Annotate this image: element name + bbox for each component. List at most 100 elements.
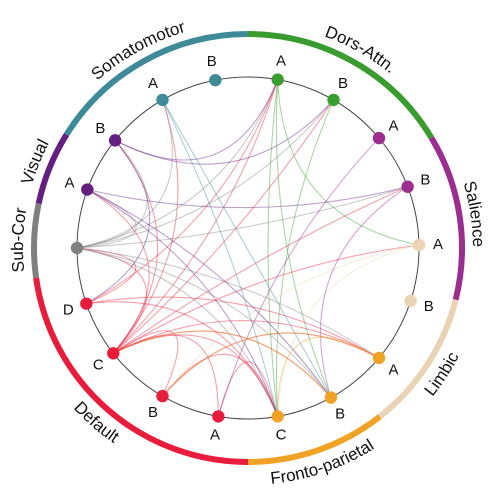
network-label-text-default: Default [70, 398, 122, 447]
edge-sub-fp-a [76, 247, 380, 359]
edge-fp-b-dmn-c [113, 330, 332, 398]
node-dan-a [271, 73, 284, 86]
edge-sal-b-fp-b [320, 186, 408, 398]
node-label-dmn-b: B [148, 404, 158, 421]
edge-sub-vis-a [76, 189, 137, 249]
node-label-fp-b: B [335, 406, 345, 423]
edge-vis-b-dan-b [114, 99, 334, 165]
edge-sub-fp-b [76, 247, 332, 398]
node-som-a [156, 93, 169, 107]
network-label-sub-cor: Sub-Cor [8, 206, 30, 273]
edge-dmn-c-som-a [112, 99, 179, 354]
node-sal-a [372, 131, 386, 145]
ring-segment-salience [428, 136, 465, 301]
edge-lim-a-fp-c [277, 244, 420, 417]
edge-dmn-d-fp-a [86, 296, 380, 359]
edge-dmn-c-sal-b [112, 186, 408, 354]
edge-sub-dan-a [76, 79, 279, 249]
edge-sal-a-dmn-a [217, 137, 380, 417]
node-label-sal-b: B [420, 171, 430, 188]
edge-dmn-c-dmn-b [112, 330, 179, 397]
inner-circle [76, 76, 420, 420]
node-label-som-a: A [148, 75, 158, 92]
edge-sub-dan-b [76, 99, 334, 249]
edge-sub-sal-b [76, 186, 408, 249]
node-markers [70, 73, 426, 423]
edge-dmn-c-fp-a [113, 320, 380, 359]
node-label-lim-b: B [424, 298, 434, 315]
node-label-dmn-d: D [63, 301, 74, 318]
edge-dmn-c-vis-b [112, 140, 159, 354]
node-dmn-d [80, 297, 93, 310]
edge-sub-fp-c [76, 247, 279, 417]
edge-som-a-fp-c [162, 99, 279, 417]
edge-dmn-d-sub [76, 247, 137, 305]
edge-vis-a-fp-b [87, 189, 332, 398]
network-label-limbic: Limbic [421, 348, 463, 399]
edge-dmn-d-dan-a [86, 79, 279, 305]
node-labels: A B A B A B A B A B C A B C D A B [63, 52, 443, 443]
edge-dmn-c-dmn-a [112, 334, 219, 417]
node-label-sal-a: A [389, 117, 399, 134]
edge-dmn-c-lim-a [112, 244, 420, 354]
node-label-dan-a: A [276, 52, 286, 69]
ring-segment-fronto-parietal [247, 414, 382, 465]
node-label-dmn-c: C [93, 356, 104, 373]
edge-dan-a-fp-b [275, 79, 332, 398]
edge-sub-som-a [76, 99, 173, 249]
edge-vis-a-fp-c [87, 189, 279, 417]
network-label-default: Default [70, 398, 122, 447]
edge-vis-b-dan-a [114, 79, 279, 161]
ring-segment-visual [35, 133, 70, 205]
edge-lim-a-dmn-b [162, 244, 420, 397]
node-lim-b [404, 294, 417, 308]
ring-segment-limbic [377, 299, 459, 419]
edge-dmn-c-fp-b [113, 330, 332, 398]
network-label-text-limbic: Limbic [421, 348, 463, 399]
edge-dmn-c-vis-a [87, 189, 150, 354]
edge-dan-a-fp-c [267, 79, 279, 417]
node-fp-a [372, 351, 386, 365]
edge-sub-vis-b [76, 140, 148, 249]
node-dmn-a [212, 410, 225, 423]
node-label-som-b: B [207, 53, 217, 70]
node-vis-a [81, 183, 94, 196]
node-label-fp-a: A [389, 362, 399, 379]
ring-segment-dors-attn [247, 31, 435, 140]
edge-vis-a-sal-b [87, 186, 408, 209]
node-label-fp-c: C [276, 427, 287, 444]
node-fp-b [324, 391, 338, 404]
node-fp-c [271, 410, 284, 423]
ring-segment-default [33, 277, 249, 465]
node-label-dan-b: B [338, 75, 348, 92]
edge-dmn-b-fp-a [162, 332, 380, 397]
edge-dmn-c-dan-a [112, 79, 279, 354]
node-label-lim-a: A [433, 236, 443, 253]
node-label-vis-a: A [64, 175, 74, 192]
edge-fp-a-fp-c [277, 336, 380, 417]
node-dan-b [327, 93, 340, 107]
ring-segment-somatomotor [63, 31, 249, 137]
connection-edges [76, 79, 420, 417]
edge-dmn-d-fp-c [86, 301, 279, 417]
ring-segment-sub-cor [31, 202, 42, 279]
node-som-b [209, 73, 222, 87]
node-label-dmn-a: A [210, 427, 220, 444]
edge-dmn-c-sub [76, 247, 147, 354]
node-sub [70, 241, 84, 255]
edge-dmn-c-fp-c [113, 334, 279, 417]
node-dmn-b [156, 389, 169, 403]
edge-fp-a-dmn-b [162, 332, 380, 397]
edge-vis-b-dmn-d [86, 140, 151, 305]
edge-dmn-a-fp-c [217, 361, 279, 417]
edge-dan-b-fp-c [275, 99, 335, 417]
edge-som-a-fp-b [162, 99, 332, 398]
network-label-text-sub-cor: Sub-Cor [8, 206, 30, 273]
edge-dmn-c-dan-b [112, 99, 334, 354]
node-label-vis-b: B [95, 120, 105, 137]
edge-dmn-b-fp-c [162, 353, 279, 417]
node-sal-b [401, 180, 414, 193]
node-dmn-c [107, 347, 120, 360]
node-vis-b [108, 134, 122, 147]
